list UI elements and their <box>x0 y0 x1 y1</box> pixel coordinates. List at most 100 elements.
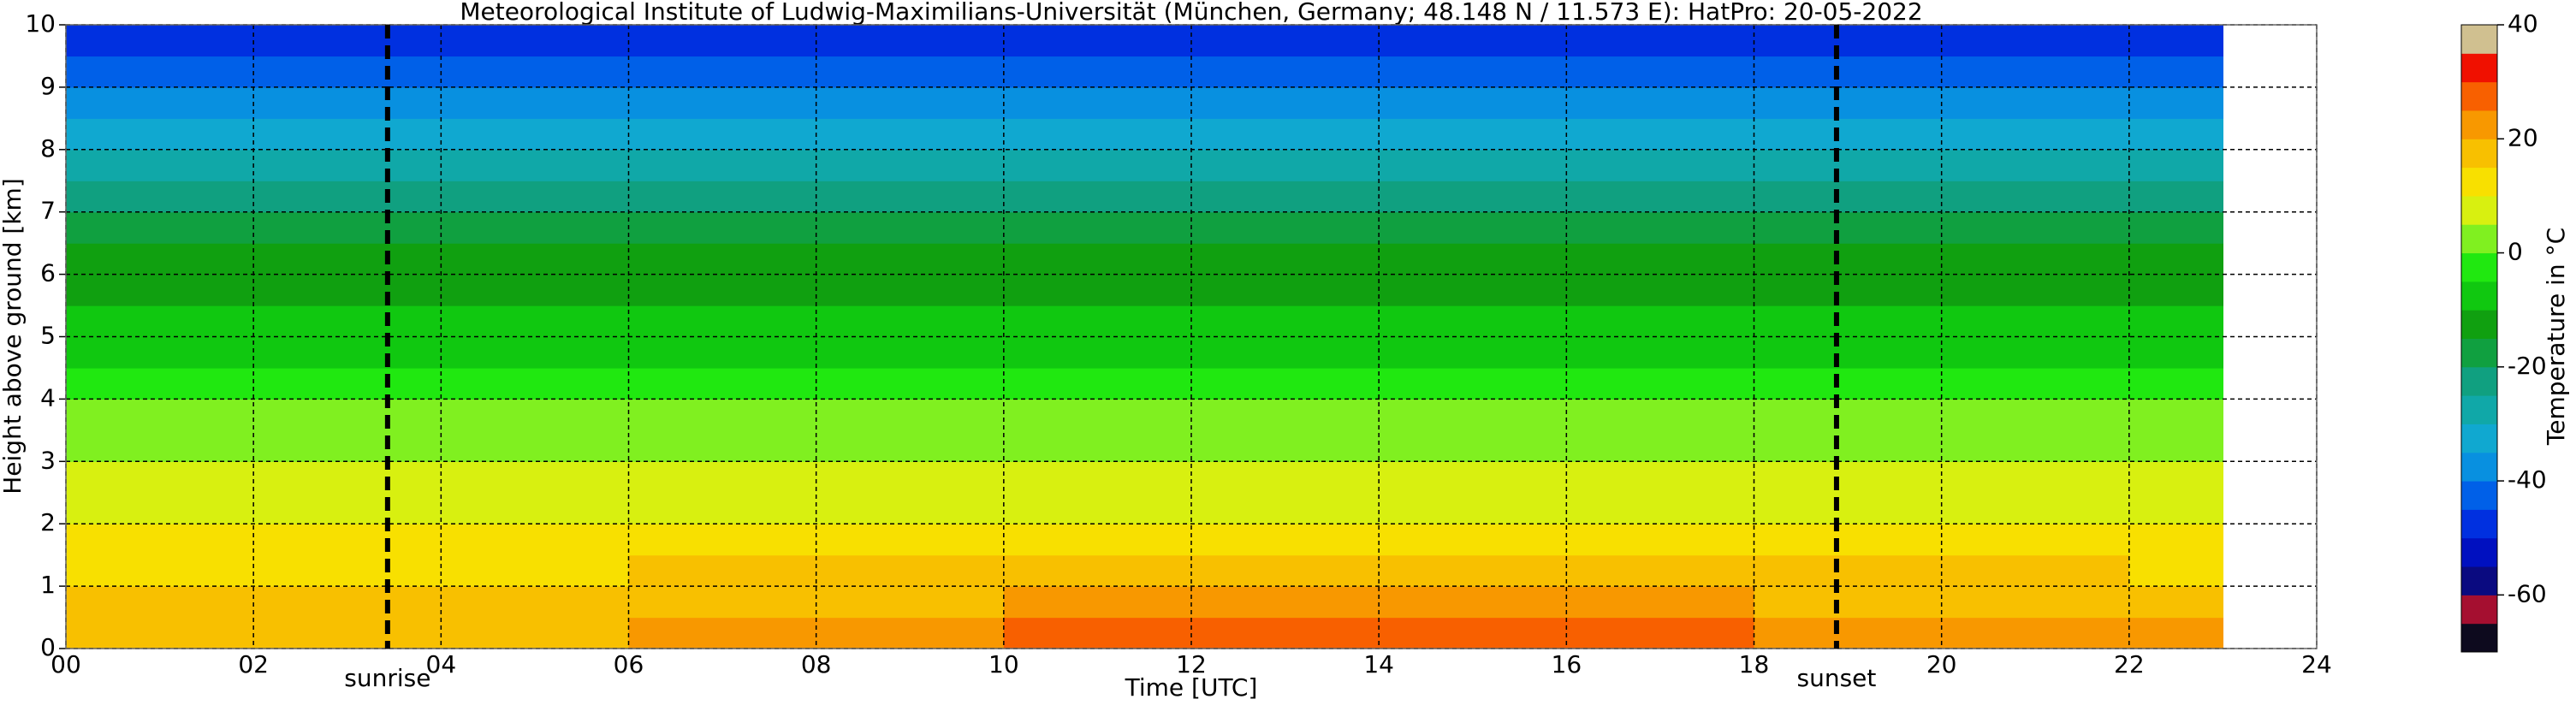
x-tick-label: 00 <box>50 650 81 678</box>
heatmap-cell <box>816 56 1005 88</box>
heatmap-cell <box>816 86 1005 119</box>
annotation-label: sunrise <box>344 664 430 692</box>
heatmap-cell <box>1566 305 1755 338</box>
heatmap-cell <box>1191 149 1380 181</box>
heatmap-cell <box>816 461 1005 494</box>
y-tick-label: 9 <box>40 72 56 100</box>
heatmap-cell <box>441 617 630 649</box>
heatmap-cell <box>628 461 817 494</box>
heatmap-cell <box>1003 86 1192 119</box>
heatmap-cell <box>441 461 630 494</box>
heatmap-cell <box>1003 554 1192 587</box>
y-tick-label: 10 <box>25 9 56 38</box>
colorbar-frame <box>2460 24 2498 653</box>
heatmap-cell <box>441 149 630 181</box>
colorbar-swatch <box>2461 595 2497 625</box>
heatmap-cell <box>1941 336 2130 369</box>
x-tick-label: 12 <box>1176 650 1207 678</box>
heatmap-cell <box>66 118 254 151</box>
heatmap-cell <box>2128 524 2224 556</box>
heatmap-cell <box>816 430 1005 462</box>
heatmap-cell <box>628 25 817 57</box>
heatmap-cell <box>1941 274 2130 306</box>
colorbar-swatch <box>2461 281 2497 311</box>
colorbar-swatch <box>2461 566 2497 595</box>
heatmap-cell <box>66 586 254 619</box>
heatmap-cell <box>1566 243 1755 275</box>
heatmap-cell <box>253 461 442 494</box>
heatmap-cell <box>66 181 254 213</box>
colorbar-swatch <box>2461 537 2497 567</box>
heatmap-cell <box>1379 274 1567 306</box>
heatmap-cell <box>1191 274 1380 306</box>
heatmap-cell <box>253 492 442 524</box>
heatmap-cell <box>1941 399 2130 431</box>
heatmap-cell <box>628 86 817 119</box>
heatmap-cell <box>1003 336 1192 369</box>
heatmap-cell <box>2128 367 2224 400</box>
heatmap-cell <box>441 399 630 431</box>
heatmap-cell <box>628 367 817 400</box>
heatmap-cell <box>1941 492 2130 524</box>
colorbar-swatch <box>2461 338 2497 368</box>
heatmap-cell <box>66 274 254 306</box>
colorbar-swatch <box>2461 424 2497 453</box>
heatmap-cell <box>1566 56 1755 88</box>
heatmap-cell <box>1003 181 1192 213</box>
heatmap-cell <box>816 118 1005 151</box>
heatmap-cell <box>1379 367 1567 400</box>
heatmap-cell <box>2128 149 2224 181</box>
heatmap-cell <box>1566 586 1755 619</box>
heatmap-cell <box>1003 25 1192 57</box>
heatmap-cell <box>1003 305 1192 338</box>
heatmap-cell <box>253 211 442 244</box>
x-tick-label: 24 <box>2301 650 2332 678</box>
heatmap-cell <box>253 399 442 431</box>
colorbar-tick-label: -60 <box>2508 579 2547 607</box>
x-axis-label: Time [UTC] <box>1125 673 1258 702</box>
heatmap-cell <box>1754 399 1943 431</box>
heatmap-cell <box>66 305 254 338</box>
heatmap-cell <box>816 336 1005 369</box>
x-tick-label: 16 <box>1552 650 1582 678</box>
heatmap-cell <box>441 86 630 119</box>
colorbar-swatch <box>2461 139 2497 169</box>
heatmap-cell <box>1379 86 1567 119</box>
heatmap-cell <box>2128 181 2224 213</box>
heatmap-cell <box>628 305 817 338</box>
heatmap-cell <box>1566 25 1755 57</box>
heatmap-cell <box>2128 25 2224 57</box>
heatmap-cell <box>1566 461 1755 494</box>
colorbar-tick-label: 20 <box>2508 123 2538 151</box>
annotation-label: sunset <box>1796 664 1876 692</box>
heatmap-cell <box>1003 56 1192 88</box>
heatmap-cell <box>1003 243 1192 275</box>
heatmap-cell <box>1941 118 2130 151</box>
heatmap-cell <box>2128 243 2224 275</box>
heatmap-cell <box>1003 211 1192 244</box>
colorbar-swatch <box>2461 452 2497 482</box>
heatmap-cell <box>1379 554 1567 587</box>
heatmap-cell <box>816 399 1005 431</box>
y-tick-label: 5 <box>40 322 56 350</box>
heatmap-cell <box>253 367 442 400</box>
heatmap-cell <box>1191 56 1380 88</box>
chart-title: Meteorological Institute of Ludwig-Maxim… <box>460 0 1922 26</box>
heatmap-cell <box>66 86 254 119</box>
heatmap-cell <box>1941 305 2130 338</box>
heatmap-cell <box>628 243 817 275</box>
heatmap-cell <box>1191 305 1380 338</box>
heatmap-cell <box>628 149 817 181</box>
heatmap-cell <box>1754 181 1943 213</box>
heatmap-cell <box>1566 336 1755 369</box>
heatmap-cell <box>1566 211 1755 244</box>
heatmap-cell <box>253 524 442 556</box>
heatmap-cell <box>1379 149 1567 181</box>
y-tick-label: 8 <box>40 134 56 163</box>
heatmap-cell <box>253 586 442 619</box>
heatmap-cell <box>1566 617 1755 649</box>
heatmap-cell <box>66 617 254 649</box>
heatmap-cell <box>2128 211 2224 244</box>
heatmap-cell <box>441 56 630 88</box>
colorbar-swatch <box>2461 110 2497 139</box>
